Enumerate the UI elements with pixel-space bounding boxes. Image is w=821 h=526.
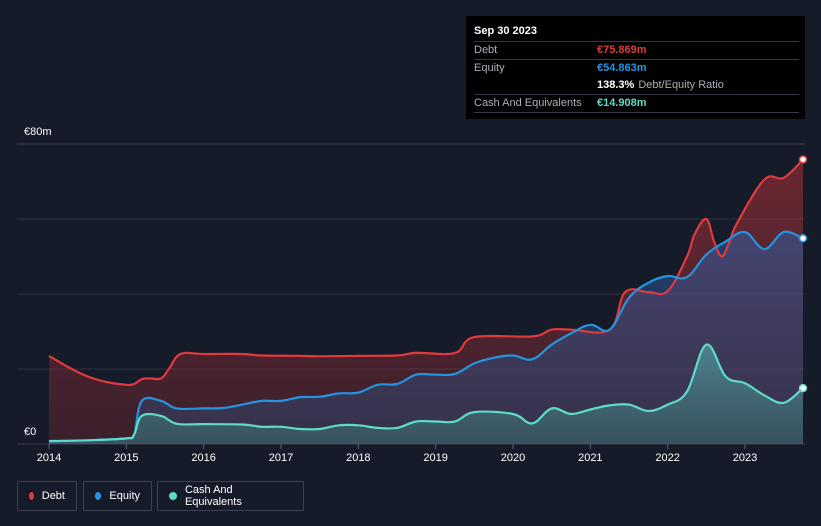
tooltip-cash-row: Cash And Equivalents €14.908m: [474, 94, 799, 112]
cash-line: [48, 343, 804, 443]
legend-debt[interactable]: Debt: [17, 481, 77, 511]
x-tick-label-2019: 2019: [423, 452, 447, 464]
equity-line: [48, 230, 804, 443]
tooltip-debt-value: €75.869m: [597, 44, 647, 56]
x-tick-label-2021: 2021: [578, 452, 602, 464]
tooltip-equity-value: €54.863m: [597, 62, 647, 74]
tooltip-cash-value: €14.908m: [597, 97, 647, 109]
debt-dot-icon: [29, 492, 34, 500]
legend-equity-label: Equity: [109, 490, 140, 502]
equity-area: [49, 231, 803, 444]
x-tick-label-2020: 2020: [501, 452, 525, 464]
x-tick-label-2022: 2022: [655, 452, 679, 464]
tooltip-equity-row: Equity €54.863m: [474, 59, 799, 77]
tooltip-ratio-value: 138.3%: [597, 79, 635, 91]
y-tick-top: €80m: [24, 126, 52, 138]
legend-cash[interactable]: Cash And Equivalents: [157, 481, 304, 511]
tooltip-equity-label: Equity: [474, 62, 505, 74]
equity-dot-icon: [95, 492, 102, 500]
cash-end-marker[interactable]: [798, 383, 808, 393]
x-axis: 2014 2015 2016 2017 2018 2019 2020 2021 2022 2023: [37, 444, 757, 464]
legend-equity[interactable]: Equity: [83, 481, 152, 511]
x-tick-label-2015: 2015: [114, 452, 138, 464]
tooltip-date: Sep 30 2023: [474, 25, 537, 37]
y-tick-bottom: €0: [24, 426, 36, 438]
tooltip-debt-row: Debt €75.869m: [474, 41, 799, 59]
cash-area: [49, 344, 803, 444]
debt-line: [48, 158, 804, 387]
legend-debt-label: Debt: [41, 490, 65, 502]
tooltip: Sep 30 2023 Debt €75.869m Equity €54.863…: [466, 16, 805, 119]
x-tick-label-2014: 2014: [37, 452, 61, 464]
legend-cash-label: Cash And Equivalents: [184, 484, 242, 508]
tooltip-ratio-row: 138.3% Debt/Equity Ratio: [474, 77, 799, 94]
tooltip-debt-label: Debt: [474, 44, 498, 56]
equity-end-marker[interactable]: [798, 234, 808, 243]
tooltip-cash-label: Cash And Equivalents: [474, 97, 582, 109]
x-tick-label-2017: 2017: [269, 452, 293, 464]
cash-dot-icon: [169, 492, 177, 500]
x-tick-label-2016: 2016: [191, 452, 215, 464]
x-tick-label-2023: 2023: [733, 452, 757, 464]
tooltip-ratio-label: Debt/Equity Ratio: [638, 79, 724, 91]
debt-end-marker[interactable]: [798, 155, 808, 164]
x-tick-label-2018: 2018: [346, 452, 370, 464]
